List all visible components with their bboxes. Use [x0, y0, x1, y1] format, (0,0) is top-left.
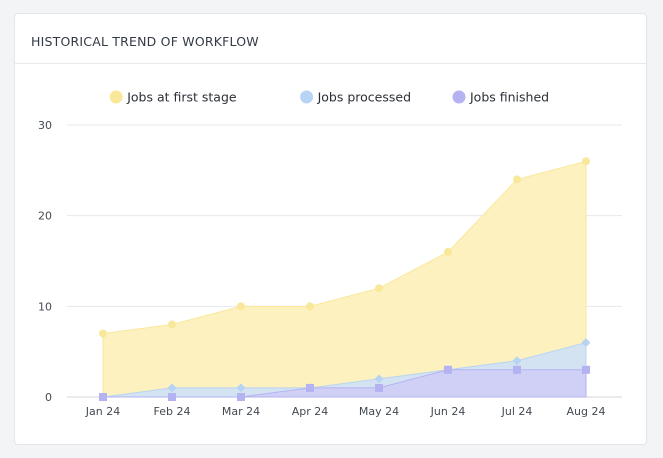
marker-jobs-at-first-stage [513, 175, 521, 184]
card-title: HISTORICAL TREND OF WORKFLOW [31, 34, 259, 49]
x-tick-label: Jul 24 [501, 405, 533, 418]
marker-jobs-finished [513, 365, 521, 374]
x-tick-label: May 24 [359, 405, 399, 418]
legend: Jobs at first stage Jobs processed Jobs fi… [109, 90, 549, 105]
marker-jobs-at-first-stage [582, 157, 590, 166]
card-header: HISTORICAL TREND OF WORKFLOW [15, 14, 646, 64]
marker-jobs-at-first-stage [168, 320, 176, 329]
y-tick-label: 20 [38, 210, 52, 223]
legend-label-jobs-processed: Jobs processed [317, 90, 411, 105]
marker-jobs-finished [99, 393, 107, 401]
marker-jobs-finished [582, 365, 590, 374]
marker-jobs-at-first-stage [444, 247, 452, 256]
marker-jobs-finished [375, 383, 383, 392]
series-markers [98, 157, 591, 402]
y-tick-label: 0 [45, 391, 52, 404]
y-tick-label: 10 [38, 300, 52, 313]
marker-jobs-processed [581, 338, 591, 348]
marker-jobs-processed [512, 356, 522, 366]
x-tick-label: Apr 24 [292, 405, 329, 418]
marker-jobs-finished [306, 383, 314, 392]
legend-swatch-jobs-processed [300, 90, 314, 104]
marker-jobs-finished [444, 365, 452, 374]
marker-jobs-at-first-stage [306, 302, 314, 311]
marker-jobs-finished [237, 393, 245, 401]
legend-label-jobs-finished: Jobs finished [469, 90, 549, 105]
marker-jobs-processed [167, 383, 177, 393]
x-tick-label: Feb 24 [154, 405, 191, 418]
marker-jobs-at-first-stage [237, 302, 245, 311]
marker-jobs-at-first-stage [375, 284, 383, 293]
x-tick-label: Mar 24 [222, 405, 260, 418]
legend-swatch-jobs-at-first-stage [109, 90, 123, 104]
axis-labels: 0 10 20 30 Jan 24 Feb 24 Mar 24 Apr 24 May 24 Jun… [38, 119, 605, 418]
marker-jobs-finished [168, 393, 176, 401]
y-tick-label: 30 [38, 119, 52, 132]
marker-jobs-processed [374, 374, 384, 384]
marker-jobs-processed [236, 383, 246, 393]
legend-label-jobs-at-first-stage: Jobs at first stage [126, 90, 237, 105]
legend-swatch-jobs-finished [452, 90, 466, 104]
x-tick-label: Jun 24 [430, 405, 466, 418]
x-tick-label: Aug 24 [567, 405, 606, 418]
x-tick-label: Jan 24 [85, 405, 120, 418]
area-jobs-finished [103, 369, 587, 398]
marker-jobs-at-first-stage [99, 329, 107, 338]
